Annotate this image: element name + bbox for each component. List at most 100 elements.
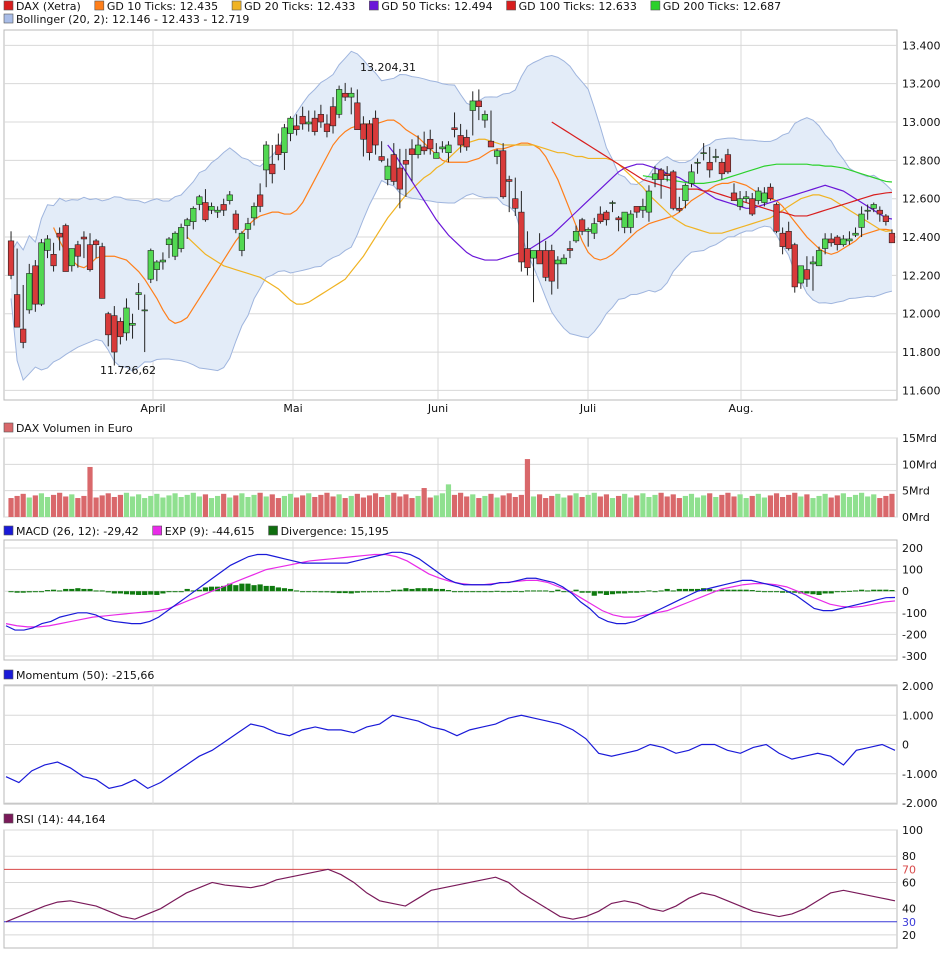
candle-body: [68, 248, 75, 267]
volume-bar: [852, 494, 859, 517]
divergence-bar: [883, 589, 889, 592]
candle-body: [171, 232, 179, 257]
gd50-line: [387, 144, 893, 261]
candle-body: [700, 152, 707, 154]
divergence-bar: [688, 588, 695, 592]
volume-bar: [664, 496, 670, 517]
volume-bar: [482, 495, 488, 517]
candle-body: [888, 232, 896, 244]
volume-bar: [670, 494, 676, 517]
divergence-bar: [445, 590, 452, 592]
candle-body: [7, 240, 15, 276]
volume-bar: [883, 495, 889, 517]
volume-bar: [871, 494, 877, 517]
volume-bar: [834, 495, 840, 517]
candle-body: [208, 206, 215, 211]
volume-bar: [44, 496, 51, 517]
divergence-bar: [573, 589, 579, 592]
candle-body: [791, 244, 798, 288]
volume-bar: [208, 498, 215, 517]
candle-body: [475, 100, 482, 107]
volume-bar: [196, 496, 202, 517]
divergence-bar: [196, 589, 202, 592]
volume-bar: [99, 495, 105, 517]
divergence-bar: [597, 591, 603, 594]
candle-body: [749, 198, 756, 215]
candle-body: [20, 328, 27, 343]
candle-body: [651, 173, 659, 180]
volume-bar: [178, 496, 184, 517]
candle-body: [202, 202, 209, 221]
divergence-bar: [312, 591, 318, 593]
volume-bar: [816, 495, 822, 517]
candle-body: [196, 196, 203, 205]
candle-body: [706, 161, 713, 171]
volume-bar: [69, 494, 75, 517]
volume-bar: [640, 493, 646, 517]
volume-bar: [585, 494, 591, 517]
volume-bar: [397, 496, 403, 517]
divergence-bar: [615, 591, 622, 594]
volume-bar: [190, 492, 196, 517]
candle-body: [129, 323, 136, 326]
candle-body: [493, 150, 501, 157]
candle-body: [633, 206, 640, 213]
candle-body: [603, 211, 610, 221]
rsi-y-tick: 20: [902, 929, 916, 942]
candle-body: [250, 206, 258, 219]
divergence-bar: [464, 591, 470, 593]
volume-bar: [433, 495, 439, 517]
candle-body: [165, 238, 173, 246]
volume-bar: [123, 492, 130, 517]
divergence-bar: [148, 591, 154, 595]
divergence-bar: [397, 589, 403, 592]
vol-y-tick: 15Mrd: [902, 432, 937, 445]
volume-bar: [628, 497, 634, 517]
candle-body: [414, 144, 422, 155]
main-y-tick: 12.200: [902, 269, 940, 282]
macd-y-tick: 200: [902, 542, 923, 555]
divergence-bar: [324, 591, 330, 593]
candle-body: [378, 156, 385, 161]
macd-legend-label-2: Divergence: 15,195: [281, 525, 389, 538]
vol-y-tick: 10Mrd: [902, 458, 937, 471]
volume-bar: [372, 493, 379, 517]
volume-bar: [658, 492, 664, 517]
candle-body: [123, 307, 130, 334]
bollinger-lower: [10, 179, 893, 382]
volume-bar: [761, 497, 767, 517]
volume-bar: [87, 466, 93, 517]
volume-bar: [530, 496, 537, 517]
volume-bar: [749, 495, 755, 517]
divergence-bar: [8, 591, 14, 593]
divergence-bar: [269, 585, 275, 592]
volume-bar: [202, 494, 209, 517]
candle-body: [62, 225, 69, 272]
divergence-bar: [75, 588, 81, 592]
gd100-line: [551, 121, 893, 217]
divergence-bar: [190, 590, 196, 592]
volume-bar: [75, 498, 81, 517]
divergence-bar: [846, 590, 853, 592]
exp-line: [5, 553, 896, 628]
volume-bar: [682, 495, 689, 517]
candle-body: [852, 232, 859, 236]
candle-body: [524, 248, 531, 269]
low-annotation: 11.726,62: [100, 364, 156, 377]
bollinger-legend-swatch-0: [3, 13, 14, 24]
candle-body: [226, 194, 233, 201]
volume-bar: [117, 494, 123, 517]
divergence-bar: [858, 589, 865, 592]
divergence-bar: [640, 591, 646, 593]
volume-bar: [63, 496, 69, 517]
volume-bar: [20, 493, 26, 517]
divergence-bar: [725, 589, 731, 592]
divergence-bar: [50, 589, 57, 592]
volume-bar: [877, 498, 883, 517]
divergence-bar: [227, 583, 233, 592]
candle-body: [74, 244, 81, 257]
divergence-bar: [719, 589, 725, 592]
volume-bar: [184, 494, 190, 517]
candle-body: [427, 138, 434, 150]
